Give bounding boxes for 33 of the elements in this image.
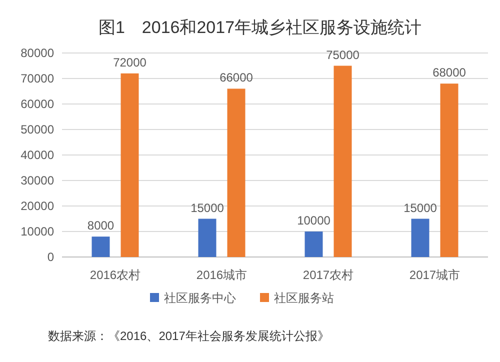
- bar: [440, 84, 458, 257]
- x-tick-label: 2016城市: [196, 268, 248, 282]
- bar: [227, 88, 246, 257]
- y-tick-label: 60000: [20, 97, 54, 111]
- x-tick-label: 2016农村: [90, 268, 141, 282]
- y-tick-label: 0: [47, 250, 54, 264]
- bar: [198, 218, 216, 257]
- y-tick-label: 40000: [20, 148, 54, 162]
- x-tick-label: 2017农村: [302, 268, 354, 282]
- data-label: 8000: [87, 218, 114, 233]
- y-tick-label: 50000: [20, 122, 54, 136]
- bar: [334, 66, 352, 257]
- data-label: 10000: [297, 214, 331, 228]
- legend-label: 社区服务中心: [164, 291, 236, 305]
- data-label: 15000: [190, 200, 224, 215]
- y-tick-label: 70000: [20, 72, 54, 86]
- data-label: 15000: [404, 200, 438, 215]
- bar: [120, 73, 139, 257]
- y-tick-label: 80000: [20, 46, 54, 60]
- source-note: 数据来源：《2016、2017年社会服务发展统计公报》: [48, 329, 330, 343]
- chart-title: 图1 2016和2017年城乡社区服务设施统计: [98, 18, 422, 37]
- data-label: 68000: [432, 66, 466, 80]
- data-label: 72000: [113, 55, 147, 70]
- y-tick-label: 30000: [20, 174, 54, 188]
- data-label: 75000: [326, 48, 360, 62]
- bar: [304, 232, 323, 257]
- bar: [92, 236, 110, 257]
- x-tick-label: 2017城市: [409, 268, 460, 282]
- y-tick-label: 10000: [20, 224, 54, 238]
- legend-label: 社区服务站: [274, 291, 334, 305]
- data-label: 66000: [220, 70, 254, 85]
- bar: [411, 218, 430, 257]
- y-tick-label: 20000: [20, 199, 54, 213]
